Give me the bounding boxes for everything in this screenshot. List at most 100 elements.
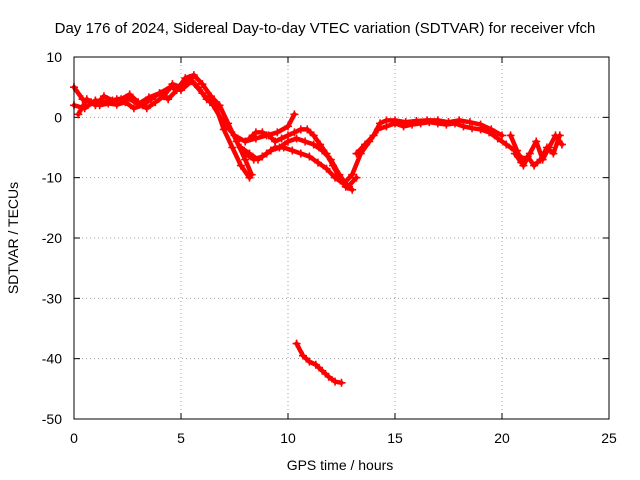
data-point — [189, 71, 198, 80]
data-point — [211, 101, 220, 110]
grid — [74, 57, 609, 419]
data-point — [455, 116, 464, 125]
data-point — [324, 372, 333, 381]
data-point — [459, 122, 468, 131]
x-axis-label: GPS time / hours — [287, 457, 394, 473]
series-trace — [512, 133, 563, 168]
x-tick-label: 15 — [387, 430, 403, 446]
data-point — [557, 140, 566, 149]
data-point — [352, 149, 361, 158]
data-point — [318, 146, 327, 155]
x-tick-label: 0 — [70, 430, 78, 446]
data-point — [164, 95, 173, 104]
data-point — [348, 185, 357, 194]
series-sat-g — [339, 118, 528, 188]
data-point — [236, 143, 245, 152]
data-point — [279, 143, 288, 152]
series-sat-h — [352, 116, 506, 158]
data-point — [549, 149, 558, 158]
series-trace — [354, 118, 505, 156]
data-point — [361, 140, 370, 149]
series-sat-j — [510, 131, 564, 170]
data-point — [517, 158, 526, 167]
data-point — [331, 173, 340, 182]
data-point — [337, 378, 346, 387]
data-point — [339, 179, 348, 188]
data-point — [382, 116, 391, 125]
data-point — [129, 104, 138, 113]
data-point — [331, 377, 340, 386]
data-point — [523, 152, 532, 161]
data-point — [296, 149, 305, 158]
data-point — [542, 143, 551, 152]
data-point — [241, 137, 250, 146]
data-point — [151, 98, 160, 107]
y-tick-label: -20 — [42, 230, 62, 246]
data-point — [290, 110, 299, 119]
x-tick-label: 20 — [494, 430, 510, 446]
data-point — [292, 339, 301, 348]
data-point — [309, 131, 318, 140]
data-point — [318, 366, 327, 375]
data-point — [476, 120, 485, 129]
data-point — [194, 83, 203, 92]
data-point — [288, 146, 297, 155]
data-point — [177, 83, 185, 92]
y-axis-label: SDTVAR / TECUs — [5, 182, 21, 294]
data-point — [311, 360, 320, 369]
data-point — [125, 90, 134, 99]
data-point — [292, 134, 301, 143]
data-point — [206, 92, 215, 101]
data-point — [147, 95, 156, 104]
data-point — [401, 118, 410, 127]
y-tick-label: -50 — [42, 411, 62, 427]
data-point — [309, 140, 318, 149]
data-point — [277, 134, 286, 143]
data-point — [202, 95, 211, 104]
data-point — [301, 137, 310, 146]
data-point — [510, 149, 519, 158]
data-point — [245, 149, 254, 158]
y-tick-label: -30 — [42, 290, 62, 306]
y-tick-label: 0 — [54, 109, 62, 125]
data-point — [313, 158, 322, 167]
data-point — [468, 124, 477, 133]
series-trace — [294, 341, 344, 386]
data-point — [185, 74, 194, 83]
data-point — [530, 161, 539, 170]
data-point — [264, 131, 273, 140]
data-point — [555, 131, 564, 140]
data-point — [236, 161, 245, 170]
data-point — [502, 140, 511, 149]
data-point — [245, 173, 254, 182]
plot-frame — [73, 56, 610, 420]
data-point — [532, 137, 541, 146]
data-point — [74, 110, 83, 119]
data-point — [343, 182, 352, 191]
data-point — [82, 95, 91, 104]
data-point — [284, 137, 292, 146]
data-point — [444, 118, 453, 127]
data-point — [228, 143, 237, 152]
data-point — [224, 119, 233, 128]
data-point — [155, 89, 164, 98]
data-point — [159, 92, 168, 101]
data-point — [326, 155, 335, 164]
data-point — [298, 351, 307, 360]
data-point — [493, 134, 502, 143]
ticks: 0 5 10 15 20 25 -50 -40 -30 -20 -10 0 10 — [42, 49, 617, 446]
data-point — [262, 149, 271, 158]
data-point — [91, 101, 100, 110]
data-point — [305, 357, 314, 366]
data-point — [142, 104, 151, 113]
data-point — [303, 125, 312, 134]
data-point — [506, 131, 515, 140]
data-point — [271, 143, 280, 152]
data-point — [254, 155, 263, 164]
data-point — [465, 118, 474, 127]
series-sat-c — [74, 74, 254, 182]
x-tick-label: 25 — [601, 430, 617, 446]
y-tick-label: -10 — [42, 170, 62, 186]
data-point — [168, 80, 177, 89]
data-point — [391, 116, 399, 125]
